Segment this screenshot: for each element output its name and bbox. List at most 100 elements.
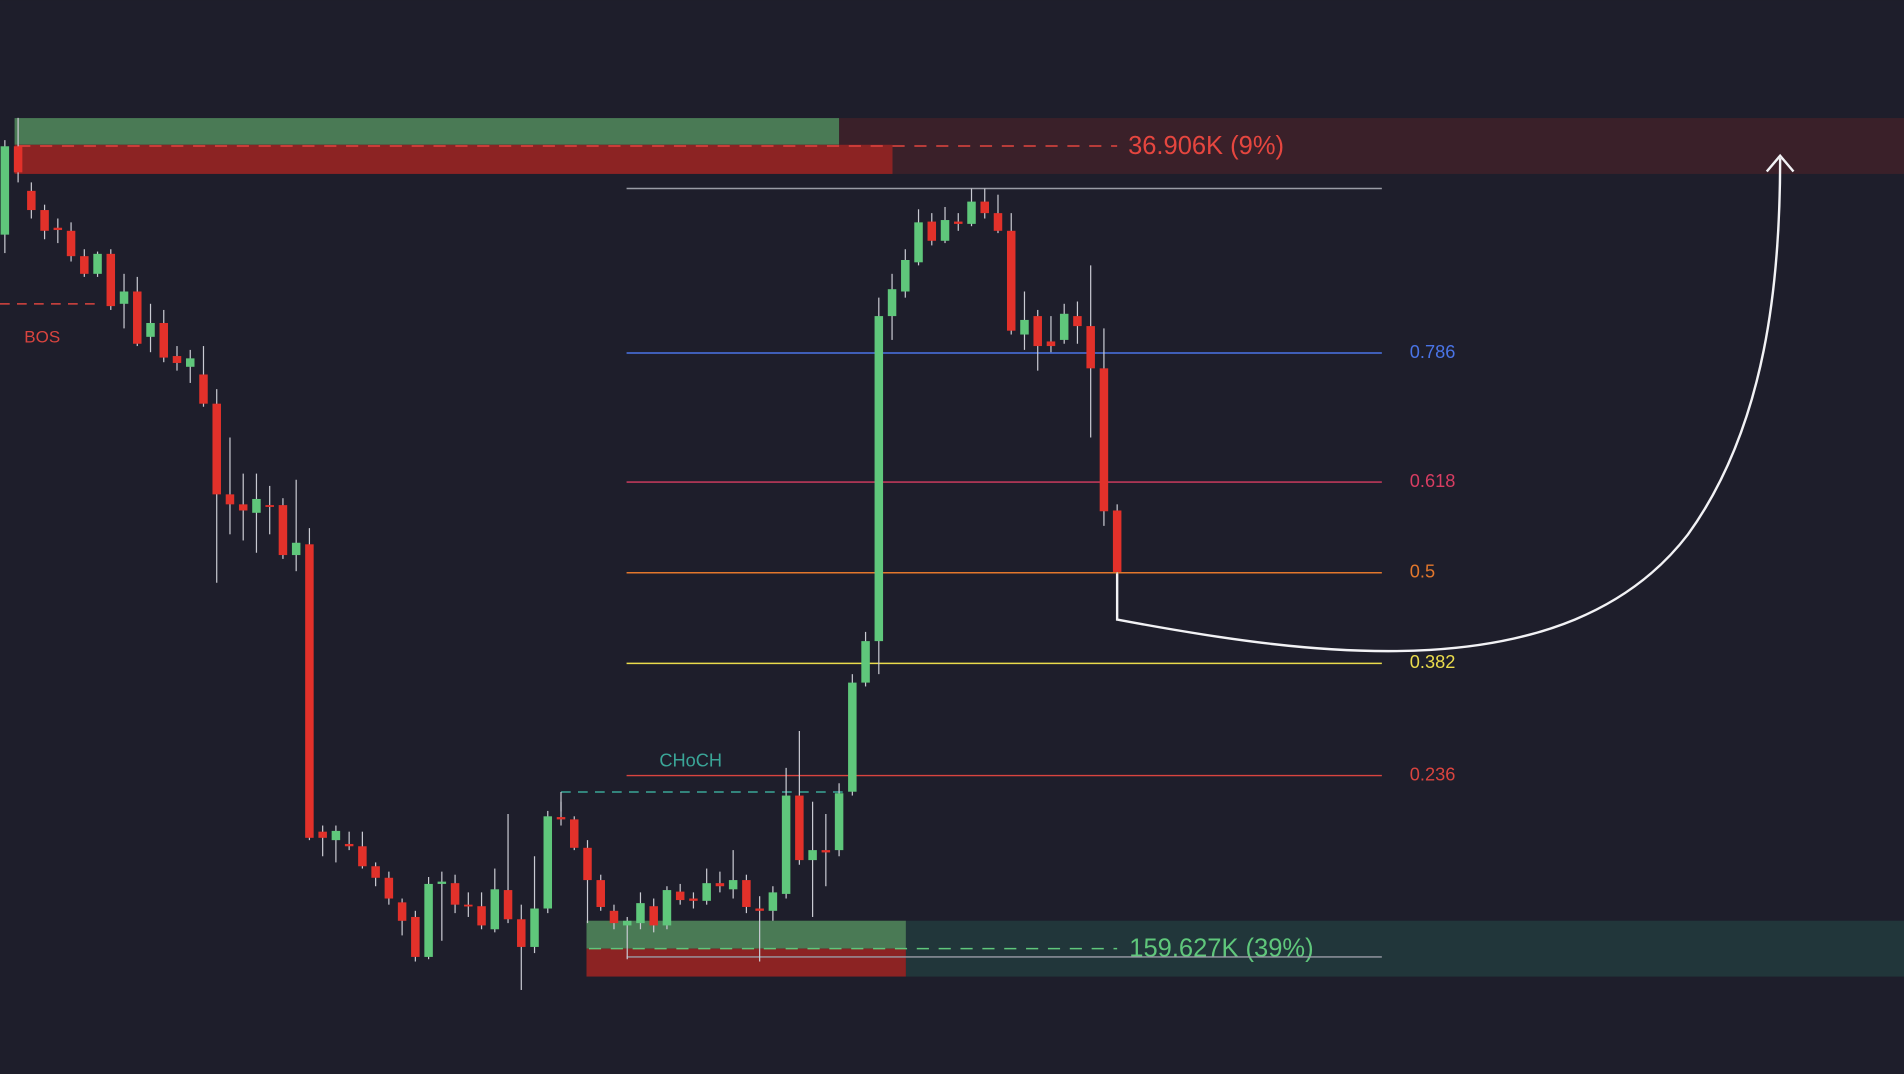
candle-body [278,505,288,556]
candle-body [318,831,327,838]
candle-body [252,498,261,513]
candle-body [596,880,605,907]
candle-body [636,903,645,924]
arrow-head [1765,153,1795,173]
discount-zone-label: 159.627K (39%) [1129,935,1313,963]
candle-body [689,898,698,901]
candle-body [1059,313,1069,340]
candle-body [503,890,513,920]
fib-level-label: 0.5 [1410,562,1435,582]
candle-body [901,259,910,292]
candle-body [331,830,341,841]
candle-body [821,850,831,853]
candle-body [199,374,208,404]
candle-body [993,213,1003,231]
candle-body [622,920,632,926]
candle-body [1046,341,1056,347]
candle-body [609,910,619,924]
candle-body [874,316,884,642]
premium-zone-extension [839,118,1904,174]
candle-body [384,877,394,899]
fib-level-label: 0.236 [1410,764,1456,784]
candle-body [848,682,857,792]
candle-body [225,494,235,505]
candle-body [914,222,923,263]
candle-body [755,908,764,911]
candles [0,117,1122,990]
premium-zone-label: 36.906K (9%) [1128,132,1284,160]
candle-body [450,883,460,905]
candle-body [861,641,870,683]
projection-arrow [1115,158,1782,653]
candle-body [146,323,155,337]
candle-body [238,504,248,511]
candle-body [675,891,685,901]
candle-body [265,505,274,507]
candle-body [728,880,738,890]
candle-body [967,201,976,224]
candle-body [1073,316,1082,327]
candle-body [424,883,433,957]
candle-body [40,210,49,231]
candle-body [781,795,791,894]
candle-body [517,919,526,947]
fib-level-label: 0.382 [1410,652,1456,672]
candle-body [291,542,301,556]
candle-body [185,358,195,367]
candle-body [742,880,751,907]
candle-body [1020,319,1029,335]
candle-body [437,881,447,884]
candle-body [172,356,182,363]
candle-body [795,795,804,861]
candle-body [119,291,129,304]
candle-body [768,892,778,911]
candle-body [159,323,169,358]
candle-body [80,256,89,274]
candle-body [927,221,937,241]
candle-body [305,544,314,838]
candle-body [1099,368,1109,512]
candle-body [13,146,23,173]
candle-body [464,904,473,907]
candle-body [1033,316,1042,347]
fibonacci: 0.786 0.618 0.5 0.382 0.236 [626,187,1456,958]
candle-body [1112,510,1122,572]
candle-body [1086,326,1095,369]
candle-body [477,906,486,926]
premium-zone-bull [14,118,840,145]
candle-body [411,916,420,957]
candle-body [371,866,380,878]
discount-zone-bear [586,948,906,977]
candle-body [583,847,592,881]
candle-body [344,843,354,847]
bos-label: BOS [24,327,60,346]
candle-body [397,902,407,921]
candle-body [133,291,142,344]
candle-body [0,146,10,235]
candle-body [543,816,553,909]
candle-body [106,253,116,307]
choch-label: CHoCH [659,750,722,770]
candle-body [662,890,672,926]
candle-body [93,253,102,274]
candle-body [66,230,76,257]
candle-body [808,850,817,861]
candle-body [940,220,950,241]
candle-body [53,227,63,231]
candle-body [954,221,963,224]
candle-body [715,883,725,887]
candle-body [1006,230,1016,331]
candle-body [570,819,579,848]
candle-body [358,846,367,867]
candle-body [530,908,539,947]
candle-body [834,793,844,851]
candle-body [212,403,221,495]
fib-level-label: 0.618 [1410,471,1456,491]
candle-body [980,201,989,214]
candle-body [702,883,711,901]
fib-level-label: 0.786 [1410,342,1456,362]
candle-body [887,289,897,317]
premium-zone-bear [14,144,893,174]
